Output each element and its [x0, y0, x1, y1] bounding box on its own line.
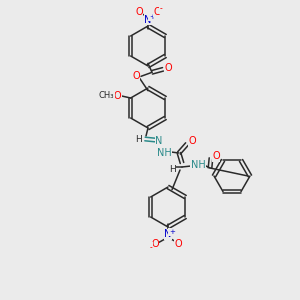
- Text: H: H: [136, 134, 142, 143]
- Text: CH₃: CH₃: [99, 92, 114, 100]
- Text: O: O: [151, 239, 159, 249]
- Text: +: +: [149, 14, 155, 20]
- Text: O: O: [174, 239, 182, 249]
- Text: O: O: [164, 63, 172, 73]
- Text: N: N: [144, 15, 152, 25]
- Text: O: O: [114, 91, 122, 101]
- Text: O: O: [212, 151, 220, 161]
- Text: +: +: [169, 229, 175, 235]
- Text: H: H: [169, 164, 176, 173]
- Text: O: O: [132, 71, 140, 81]
- Text: O: O: [188, 136, 196, 146]
- Text: O: O: [153, 7, 161, 17]
- Text: NH: NH: [190, 160, 206, 170]
- Text: -: -: [150, 243, 152, 252]
- Text: N: N: [155, 136, 163, 146]
- Text: N: N: [164, 229, 172, 239]
- Text: NH: NH: [157, 148, 171, 158]
- Text: O: O: [135, 7, 143, 17]
- Text: -: -: [160, 4, 162, 13]
